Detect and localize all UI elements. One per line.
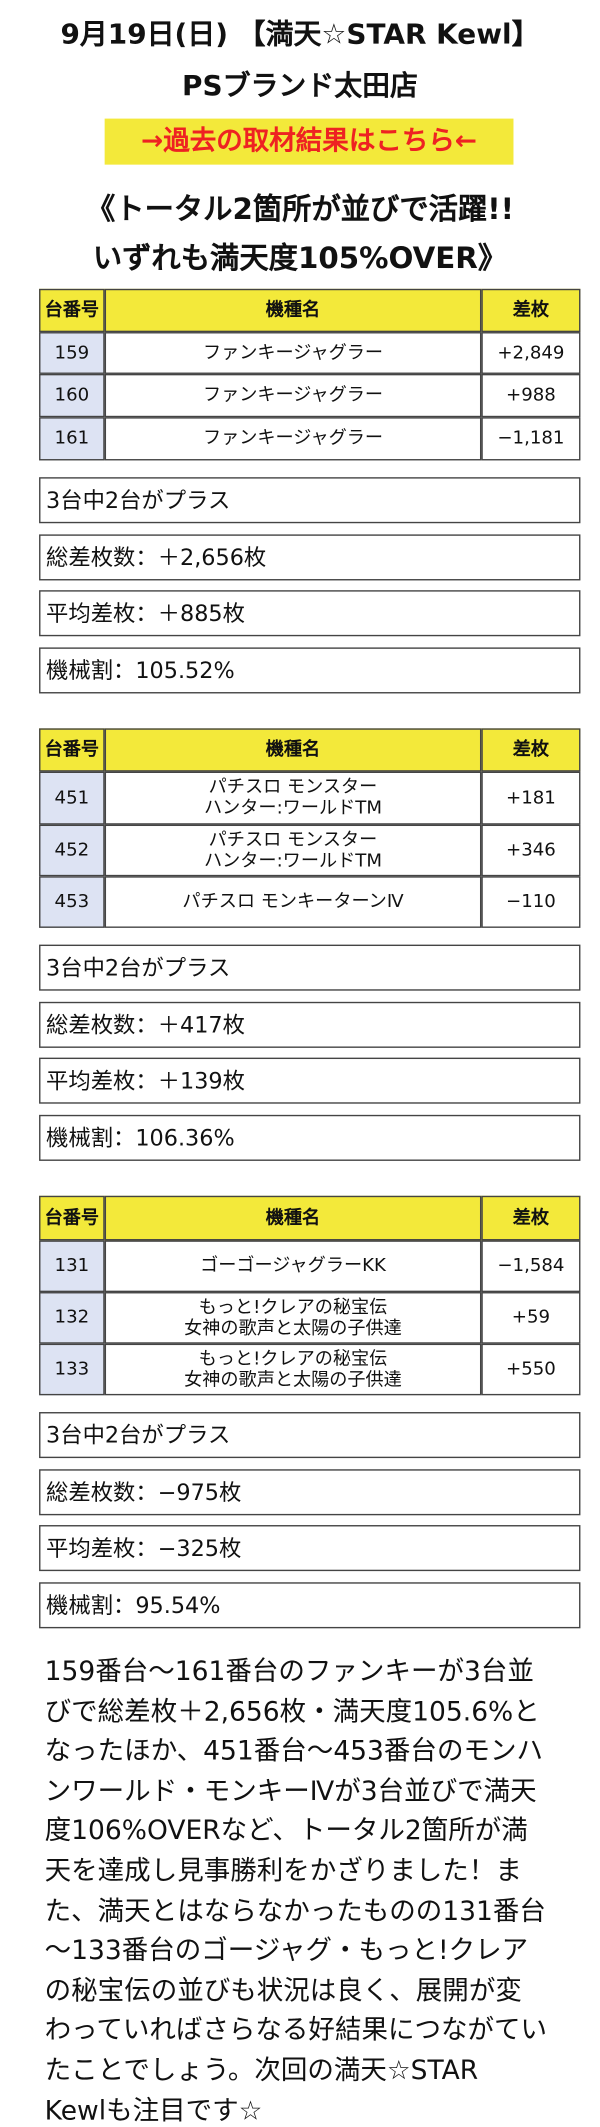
table-cell: 161 <box>39 417 105 461</box>
title: PSブランド太田店 <box>182 68 418 102</box>
paragraph-line: た、満天とはならなかったものの131番台 <box>44 1895 546 1927</box>
table-cell: パチスロ モンスター ハンター:ワールドTM <box>104 824 482 877</box>
table-header: 差枚 <box>481 288 581 333</box>
paragraph-line: わっていればさらなる好結果につながてい <box>44 2015 548 2047</box>
table-cell: ゴーゴージャグラーKK <box>104 1240 482 1293</box>
table-cell: 133 <box>39 1343 105 1396</box>
table-cell: 132 <box>39 1292 105 1344</box>
table-header: 差枚 <box>481 1195 581 1241</box>
summary: 総差枚数：＋2,656枚 <box>39 533 581 581</box>
table-header: 機種名 <box>104 288 482 333</box>
table-cell: 159 <box>39 332 105 374</box>
table-cell: +2,849 <box>481 332 581 374</box>
heading: 《トータル2箇所が並びで活躍!! <box>85 192 514 227</box>
paragraph-line: なったほか、451番台〜453番台のモンハ <box>44 1736 543 1767</box>
table-header: 台番号 <box>39 1195 105 1241</box>
table-header: 台番号 <box>39 728 105 772</box>
summary: 総差枚数：＋417枚 <box>39 1001 581 1048</box>
table-cell: パチスロ モンキーターンⅣ <box>104 876 482 928</box>
table-cell: パチスロ モンスター ハンター:ワールドTM <box>104 771 482 825</box>
summary: 平均差枚：＋139枚 <box>39 1058 581 1105</box>
table-cell: 452 <box>39 824 105 877</box>
paragraph-line: 159番台〜161番台のファンキーが3台並 <box>44 1656 534 1687</box>
table-cell: ファンキージャグラー <box>104 417 482 461</box>
summary: 機械割：105.52% <box>39 647 581 694</box>
table-cell: もっと!クレアの秘宝伝 女神の歌声と太陽の子供達 <box>104 1292 482 1344</box>
table-cell: ファンキージャグラー <box>104 373 482 418</box>
paragraph-line: 〜133番台のゴージャグ・もっと!クレア <box>44 1935 529 1967</box>
table-header: 機種名 <box>104 1195 482 1241</box>
table-cell: +346 <box>481 824 581 877</box>
heading: いずれも満天度105%OVER》 <box>92 241 508 275</box>
table-cell: −1,584 <box>481 1240 581 1293</box>
paragraph-line: 度106%OVERなど、トータル2箇所が満 <box>44 1815 528 1847</box>
table-cell: 451 <box>39 771 105 825</box>
summary: 3台中2台がプラス <box>39 944 581 991</box>
table-cell: +550 <box>481 1343 581 1396</box>
paragraph-line: びで総差枚＋2,656枚・満天度105.6%と <box>44 1696 540 1727</box>
summary: 平均差枚：−325枚 <box>39 1525 581 1572</box>
table-cell: 160 <box>39 373 105 418</box>
summary: 機械割：95.54% <box>39 1582 581 1629</box>
summary: 機械割：106.36% <box>39 1114 581 1162</box>
table-cell: 131 <box>39 1240 105 1293</box>
table-header: 機種名 <box>104 728 482 772</box>
paragraph-line: Kewlも注目です☆ <box>44 2095 263 2126</box>
table-cell: +59 <box>481 1292 581 1344</box>
title: 9月19日(日) 【満天☆STAR Kewl】 <box>60 16 540 51</box>
summary: 平均差枚：＋885枚 <box>39 590 581 637</box>
paragraph-line: の秘宝伝の並びも状況は良く、展開が変 <box>44 1975 522 2007</box>
table-header: 台番号 <box>39 288 105 333</box>
table-cell: −1,181 <box>481 417 581 461</box>
summary: 3台中2台がプラス <box>39 1412 581 1459</box>
table-cell: もっと!クレアの秘宝伝 女神の歌声と太陽の子供達 <box>104 1343 482 1396</box>
table-cell: −110 <box>481 876 581 928</box>
table-cell: ファンキージャグラー <box>104 332 482 374</box>
summary: 3台中2台がプラス <box>39 477 581 524</box>
table-cell: +181 <box>481 771 581 825</box>
paragraph-line: 天を達成し見事勝利をかざりました！ま <box>44 1855 522 1887</box>
table-cell: +988 <box>481 373 581 418</box>
paragraph-line: ンワールド・モンキーⅣが3台並びで満天 <box>44 1775 537 1807</box>
link[interactable]: →過去の取材結果はこちら← <box>104 118 514 165</box>
paragraph-line: たことでしょう。次回の満天☆STAR <box>44 2055 479 2086</box>
table-header: 差枚 <box>481 728 581 772</box>
table-cell: 453 <box>39 876 105 928</box>
summary: 総差枚数：−975枚 <box>39 1468 581 1515</box>
